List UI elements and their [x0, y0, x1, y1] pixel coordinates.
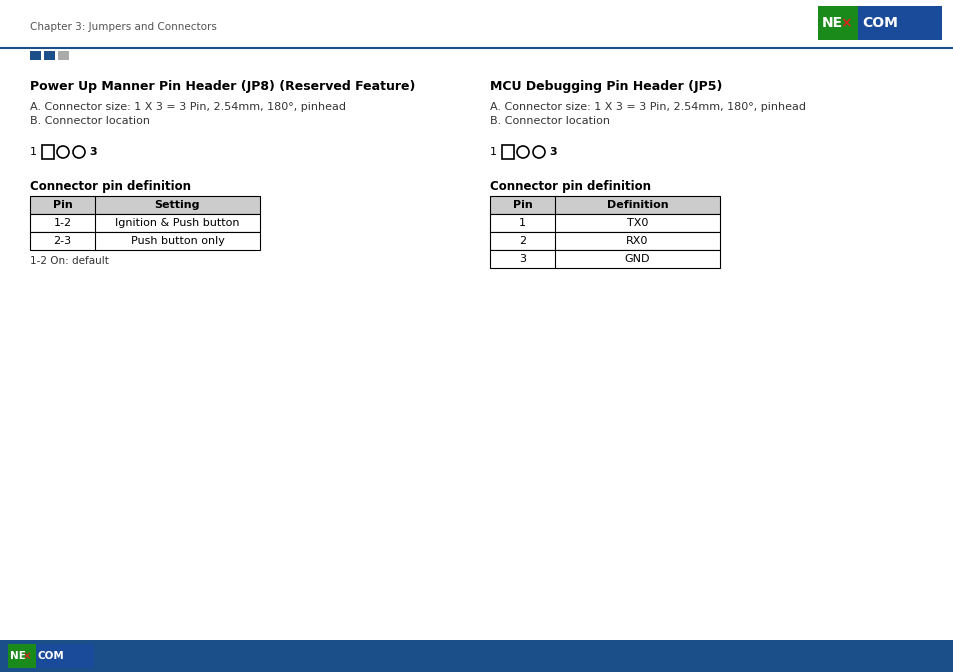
Text: 2: 2 [518, 236, 525, 246]
Bar [30, 232, 260, 250]
Bar [817, 6, 857, 40]
Text: NE: NE [821, 16, 842, 30]
Text: B. Connector location: B. Connector location [30, 116, 150, 126]
Text: 1-2 On: default: 1-2 On: default [30, 256, 109, 266]
Bar [490, 250, 720, 268]
Circle shape [57, 146, 69, 158]
Bar [490, 196, 720, 214]
Bar [30, 196, 260, 214]
Text: Connector pin definition: Connector pin definition [490, 180, 650, 193]
Bar [490, 232, 720, 250]
Text: ×: × [23, 651, 31, 661]
Circle shape [533, 146, 544, 158]
Text: 1: 1 [490, 147, 497, 157]
Text: A. Connector size: 1 X 3 = 3 Pin, 2.54mm, 180°, pinhead: A. Connector size: 1 X 3 = 3 Pin, 2.54mm… [30, 102, 346, 112]
Circle shape [73, 146, 85, 158]
Text: GND: GND [624, 254, 650, 264]
Text: 1: 1 [518, 218, 525, 228]
Circle shape [517, 146, 529, 158]
Text: Ignition & Push button: Ignition & Push button [115, 218, 239, 228]
Text: 1: 1 [30, 147, 37, 157]
Bar [501, 145, 514, 159]
Bar [30, 214, 260, 232]
Text: A. Connector size: 1 X 3 = 3 Pin, 2.54mm, 180°, pinhead: A. Connector size: 1 X 3 = 3 Pin, 2.54mm… [490, 102, 805, 112]
Text: COM: COM [862, 16, 897, 30]
Text: Chapter 3: Jumpers and Connectors: Chapter 3: Jumpers and Connectors [30, 22, 216, 32]
Text: 3: 3 [518, 254, 525, 264]
Text: Setting: Setting [154, 200, 200, 210]
Text: 2-3: 2-3 [53, 236, 71, 246]
Bar [44, 51, 55, 60]
Text: Push button only: Push button only [131, 236, 224, 246]
Text: 3: 3 [89, 147, 96, 157]
Text: ×: × [840, 16, 851, 30]
Text: COM: COM [38, 651, 65, 661]
Text: Definition: Definition [606, 200, 668, 210]
Bar [0, 640, 953, 672]
Text: Connector pin definition: Connector pin definition [30, 180, 191, 193]
Text: RX0: RX0 [626, 236, 648, 246]
Bar [42, 145, 54, 159]
Text: MCU Debugging Pin Header (JP5): MCU Debugging Pin Header (JP5) [490, 80, 721, 93]
Bar [30, 51, 41, 60]
Text: Pin: Pin [52, 200, 72, 210]
Text: 3: 3 [548, 147, 556, 157]
Text: NE: NE [10, 651, 26, 661]
Text: 1-2: 1-2 [53, 218, 71, 228]
Bar [857, 6, 941, 40]
Bar [490, 214, 720, 232]
Text: B. Connector location: B. Connector location [490, 116, 609, 126]
Bar [8, 644, 36, 668]
Text: Power Up Manner Pin Header (JP8) (Reserved Feature): Power Up Manner Pin Header (JP8) (Reserv… [30, 80, 415, 93]
Bar [58, 51, 69, 60]
Text: Pin: Pin [512, 200, 532, 210]
Bar [36, 644, 94, 668]
Text: TX0: TX0 [626, 218, 647, 228]
